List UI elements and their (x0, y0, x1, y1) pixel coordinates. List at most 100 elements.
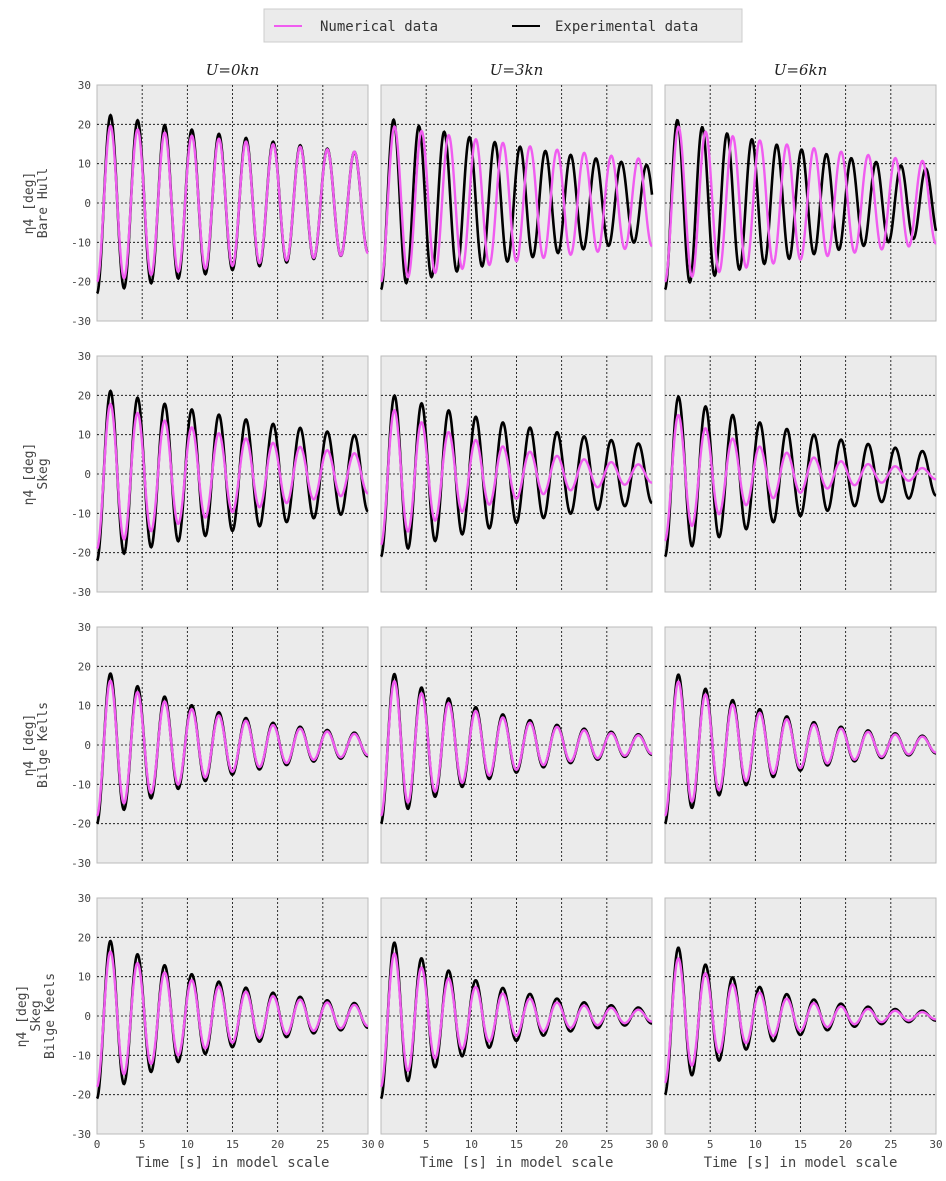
y-tick-label: 10 (78, 700, 91, 713)
y-axis-label: η4 [deg]SkegBilge Keels (15, 973, 58, 1059)
y-tick-label: 20 (78, 118, 91, 131)
x-axis-label: Time [s] in model scale (136, 1155, 330, 1171)
x-tick-label: 25 (316, 1138, 329, 1151)
x-tick-label: 5 (139, 1138, 146, 1151)
y-tick-label: -20 (71, 547, 91, 560)
panel-r2-c1 (379, 626, 653, 864)
y-axis-label-line: Skeg (29, 1000, 44, 1031)
x-tick-label: 20 (839, 1138, 852, 1151)
y-tick-label: -30 (71, 857, 91, 870)
numerical-series-line (664, 125, 937, 283)
y-tick-label: 30 (78, 350, 91, 363)
numerical-series-line (664, 680, 937, 817)
legend: Numerical data Experimental data (263, 8, 743, 43)
numerical-series-line (379, 952, 653, 1088)
y-tick-label: -10 (71, 778, 91, 791)
experimental-series-line (663, 395, 937, 558)
x-tick-label: 15 (510, 1138, 523, 1151)
y-tick-label: 20 (78, 389, 91, 402)
panel-r3-c2: 0 5 10 15 20 25 30 Time [s] in model scale (662, 897, 943, 1171)
numerical-series-line (96, 402, 369, 550)
y-tick-label: 0 (84, 739, 91, 752)
y-tick-label: 20 (78, 931, 91, 944)
x-tick-label: 25 (884, 1138, 897, 1151)
y-axis-label-line: Bilge Keels (43, 973, 58, 1059)
legend-numerical-label: Numerical data (320, 19, 438, 35)
y-tick-label: -30 (71, 315, 91, 328)
y-axis-label: η4 [deg]Skeg (22, 443, 51, 506)
panel-r0-c2: U=6kn (663, 61, 938, 322)
y-tick-label: 0 (84, 197, 91, 210)
y-tick-label: 0 (84, 468, 91, 481)
x-tick-label: 10 (465, 1138, 478, 1151)
x-tick-label: 30 (929, 1138, 942, 1151)
panel-r1-c0: -30 -20 -10 0 10 20 30 η4 [deg]Skeg (22, 350, 369, 599)
legend-box (263, 8, 743, 43)
y-axis-label: η4 [deg]Bilge Kells (22, 702, 51, 788)
y-axis-label-line: Bilge Kells (36, 702, 51, 788)
y-axis-label-line: η4 [deg] (22, 714, 37, 777)
y-axis-label: η4 [deg]Bare Hull (22, 168, 51, 238)
y-tick-label: -10 (71, 507, 91, 520)
x-tick-label: 0 (662, 1138, 669, 1151)
numerical-series-line (380, 679, 653, 817)
y-tick-label: -30 (71, 1128, 91, 1141)
y-tick-label: -20 (71, 818, 91, 831)
panel-r2-c0: -30 -20 -10 0 10 20 30 η4 [deg]Bilge Kells (22, 621, 369, 870)
y-tick-label: -20 (71, 276, 91, 289)
y-tick-label: -10 (71, 236, 91, 249)
x-tick-label: 25 (600, 1138, 613, 1151)
numerical-series-line (380, 125, 653, 283)
x-tick-label: 0 (94, 1138, 101, 1151)
panel-r0-c1: U=3kn (379, 61, 654, 322)
x-tick-label: 5 (707, 1138, 714, 1151)
x-tick-label: 5 (423, 1138, 430, 1151)
x-tick-label: 10 (181, 1138, 194, 1151)
panel-r0-c0: -30 -20 -10 0 10 20 30 η4 [deg]Bare Hull U=0kn (22, 61, 369, 328)
column-title: U=3kn (490, 61, 544, 79)
y-tick-label: 0 (84, 1010, 91, 1023)
x-axis-label: Time [s] in model scale (704, 1155, 898, 1171)
y-tick-label: -30 (71, 586, 91, 599)
y-axis-label-line: Bare Hull (36, 168, 51, 238)
panel-r3-c1: 0 5 10 15 20 25 30 Time [s] in model scale (378, 897, 659, 1171)
numerical-series-line (664, 413, 937, 542)
numerical-series-line (380, 408, 653, 546)
y-tick-label: 30 (78, 621, 91, 634)
numerical-series-line (96, 950, 369, 1088)
panel-r2-c2 (663, 626, 937, 864)
y-tick-label: 10 (78, 971, 91, 984)
experimental-series-line (379, 117, 654, 291)
y-axis-label-line: η4 [deg] (22, 172, 37, 235)
x-tick-label: 20 (271, 1138, 284, 1151)
x-tick-label: 30 (361, 1138, 374, 1151)
experimental-series-line (663, 118, 938, 291)
y-axis-label-line: η4 [deg] (22, 443, 37, 506)
y-tick-label: -20 (71, 1089, 91, 1102)
y-tick-label: 20 (78, 660, 91, 673)
y-tick-label: 30 (78, 892, 91, 905)
x-tick-label: 15 (794, 1138, 807, 1151)
legend-experimental-label: Experimental data (555, 19, 698, 35)
x-tick-label: 10 (749, 1138, 762, 1151)
numerical-series-line (96, 124, 369, 283)
x-tick-label: 0 (378, 1138, 385, 1151)
panel-r1-c2 (663, 355, 937, 593)
y-tick-label: 10 (78, 429, 91, 442)
column-title: U=6kn (774, 61, 828, 79)
column-title: U=0kn (206, 61, 260, 79)
x-tick-label: 15 (226, 1138, 239, 1151)
panel-r1-c1 (379, 355, 653, 593)
numerical-series-line (96, 679, 369, 817)
x-axis-label: Time [s] in model scale (420, 1155, 614, 1171)
x-tick-label: 20 (555, 1138, 568, 1151)
x-tick-label: 30 (645, 1138, 658, 1151)
numerical-series-line (663, 957, 936, 1084)
y-axis-label-line: η4 [deg] (15, 985, 30, 1048)
y-tick-label: 30 (78, 79, 91, 92)
y-axis-label-line: Skeg (36, 458, 51, 489)
y-tick-label: 10 (78, 158, 91, 171)
y-tick-label: -10 (71, 1049, 91, 1062)
